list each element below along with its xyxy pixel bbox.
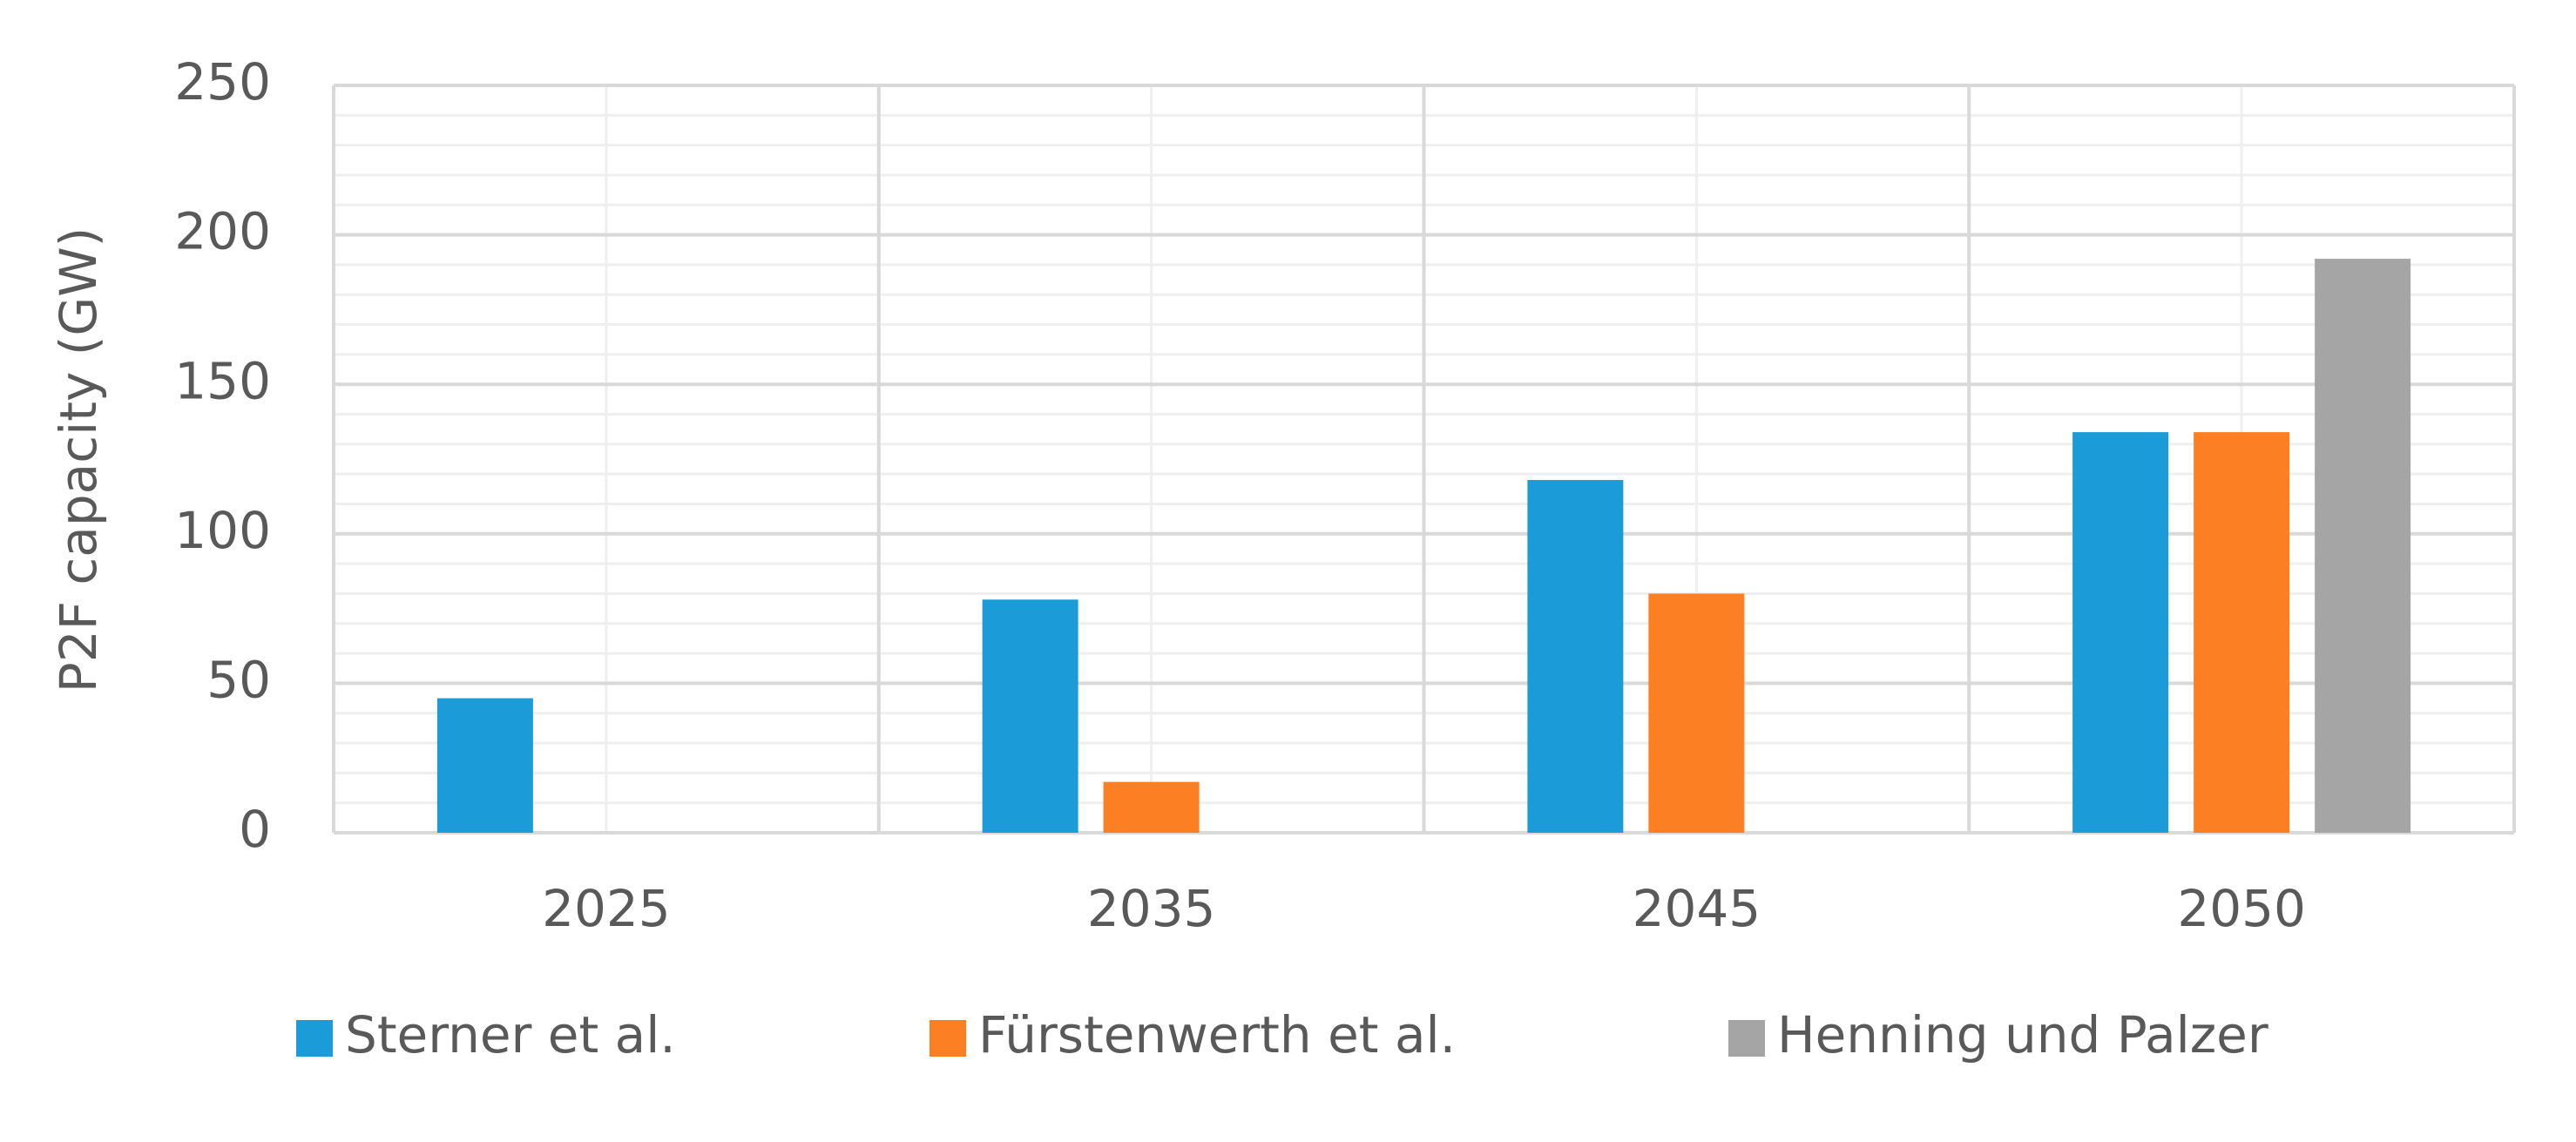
bar (1527, 480, 1624, 833)
y-axis-label: P2F capacity (GW) (49, 227, 108, 693)
y-tick-label: 0 (239, 800, 271, 859)
bar (2194, 432, 2290, 833)
bar (982, 599, 1078, 833)
legend-label: Henning und Palzer (1777, 1005, 2268, 1064)
legend-swatch (1728, 1020, 1765, 1057)
legend-label: Sterner et al. (345, 1005, 676, 1064)
y-tick-label: 200 (174, 202, 271, 261)
x-tick-label: 2045 (1633, 879, 1761, 938)
x-tick-label: 2035 (1087, 879, 1216, 938)
y-tick-label: 250 (174, 52, 271, 111)
legend-label: Fürstenwerth et al. (978, 1005, 1456, 1064)
legend-swatch (930, 1020, 966, 1057)
bar (1103, 781, 1200, 833)
bar (2315, 259, 2411, 833)
y-tick-label: 100 (174, 501, 271, 560)
y-tick-label: 150 (174, 351, 271, 410)
y-tick-label: 50 (206, 651, 271, 710)
x-tick-label: 2050 (2177, 879, 2306, 938)
x-tick-label: 2025 (542, 879, 671, 938)
legend-swatch (296, 1020, 333, 1057)
bar (1648, 593, 1745, 833)
bar (436, 698, 533, 833)
bar (2072, 432, 2169, 833)
